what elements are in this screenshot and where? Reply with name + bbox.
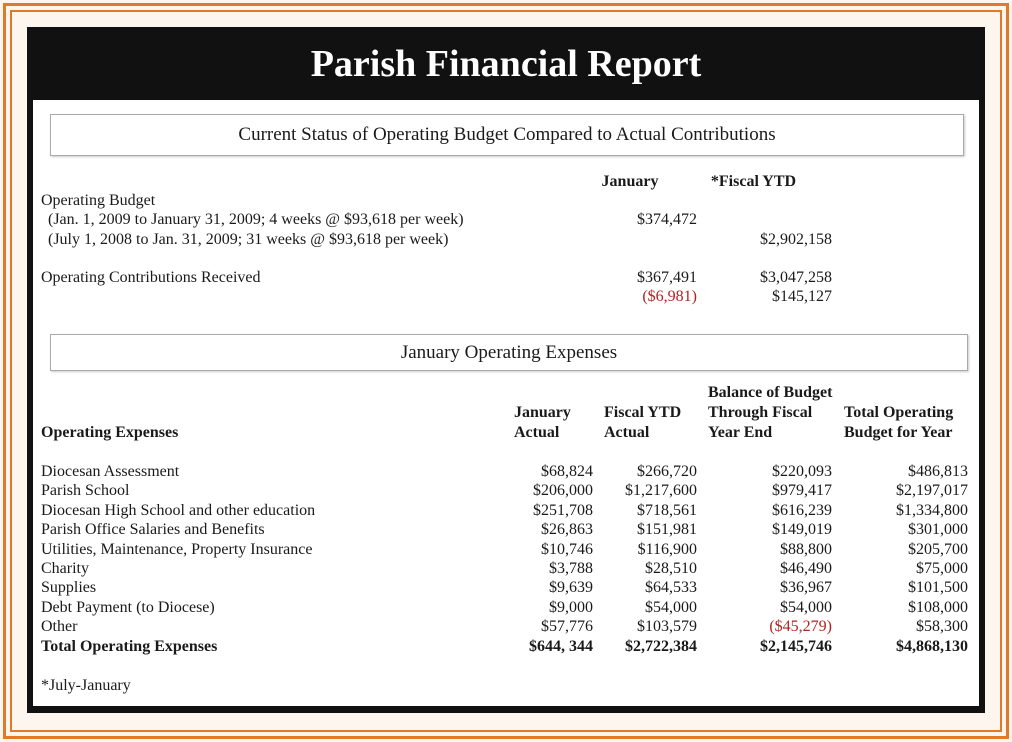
row-label: Total Operating Expenses [41, 638, 218, 655]
amount: $28,510 [645, 560, 697, 577]
amount: $116,900 [637, 540, 697, 558]
amount: $1,334,800 [896, 501, 968, 519]
amount: $374,472 [637, 211, 697, 228]
line-label: Operating Contributions Received [41, 269, 261, 286]
amount: ($45,279) [769, 618, 832, 636]
amount: $36,967 [780, 579, 832, 597]
amount: $46,490 [780, 560, 832, 577]
amount: $26,863 [541, 521, 593, 539]
row-label: Utilities, Maintenance, Property Insuran… [41, 540, 313, 558]
amount: $2,197,017 [896, 482, 968, 500]
row-label: Debt Payment (to Diocese) [41, 598, 215, 616]
amount: $979,417 [772, 482, 832, 500]
amount: $9,000 [549, 598, 593, 616]
line-label: Operating Budget [41, 192, 156, 209]
row-label: Diocesan Assessment [41, 463, 180, 480]
amount: $644, 344 [529, 638, 593, 655]
amount: $54,000 [645, 598, 697, 616]
row-label: Parish Office Salaries and Benefits [41, 521, 265, 539]
row-label: Diocesan High School and other education [41, 501, 316, 519]
line-label: (July 1, 2008 to Jan. 31, 2009; 31 weeks… [48, 231, 449, 248]
amount: $9,639 [549, 579, 593, 597]
section-heading: Current Status of Operating Budget Compa… [50, 114, 964, 156]
row-label: Supplies [41, 579, 97, 597]
amount: $3,047,258 [760, 269, 832, 286]
amount: $68,824 [541, 463, 593, 480]
column-header: January Actual [514, 404, 571, 441]
inner-border [10, 10, 1002, 732]
amount: $64,533 [645, 579, 697, 597]
column-header: Fiscal YTD Actual [604, 404, 682, 441]
amount: $205,700 [908, 540, 968, 558]
amount: $145,127 [772, 288, 832, 305]
amount: $4,868,130 [896, 638, 968, 655]
amount: $718,561 [637, 501, 697, 519]
amount: $58,300 [916, 618, 968, 636]
column-header: *Fiscal YTD [710, 173, 797, 190]
amount: $2,722,384 [625, 638, 697, 655]
column-header: Total Operating Budget for Year [844, 404, 954, 441]
amount: $3,788 [549, 560, 593, 577]
amount: $75,000 [916, 560, 968, 577]
amount: $101,500 [908, 579, 968, 597]
amount: $1,217,600 [625, 482, 697, 500]
amount: $108,000 [908, 598, 968, 616]
amount: $251,708 [533, 501, 593, 519]
amount: $220,093 [772, 463, 832, 480]
amount: $616,239 [772, 501, 832, 519]
line-label: (Jan. 1, 2009 to January 31, 2009; 4 wee… [48, 211, 464, 228]
amount: $206,000 [533, 482, 593, 500]
column-header: Operating Expenses [41, 424, 179, 441]
amount: $2,145,746 [760, 638, 832, 655]
amount: $54,000 [780, 598, 832, 616]
amount: $301,000 [908, 521, 968, 539]
amount: $149,019 [772, 521, 832, 539]
report-title: Parish Financial Report [310, 43, 702, 85]
amount: $367,491 [637, 269, 697, 286]
amount: $2,902,158 [760, 231, 832, 248]
amount: $486,813 [908, 463, 968, 480]
column-header: Balance of Budget Through Fiscal Year En… [708, 384, 833, 441]
column-header: January [601, 173, 659, 190]
row-label: Other [41, 618, 78, 636]
section-heading: January Operating Expenses [50, 334, 968, 371]
amount: ($6,981) [642, 288, 697, 305]
amount: $151,981 [637, 521, 697, 539]
row-label: Parish School [41, 482, 130, 500]
outer-border [3, 3, 1009, 739]
amount: $57,776 [541, 618, 593, 636]
amount: $10,746 [541, 540, 593, 558]
footnote: *July-January [41, 677, 131, 694]
amount: $103,579 [637, 618, 697, 636]
amount: $266,720 [637, 463, 697, 480]
amount: $88,800 [780, 540, 832, 558]
report-body [33, 100, 979, 706]
row-label: Charity [41, 560, 89, 577]
